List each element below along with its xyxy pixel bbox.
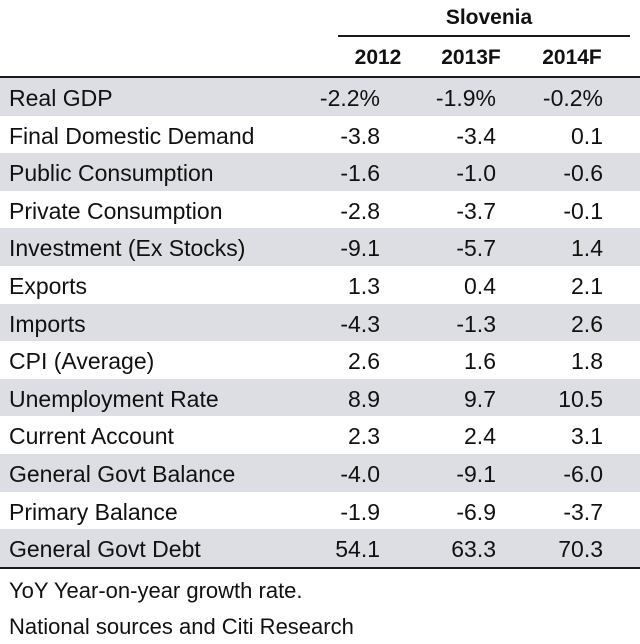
row-label: Unemployment Rate <box>9 385 219 412</box>
value-cell: -3.7 <box>563 498 603 525</box>
header-rule <box>0 76 640 78</box>
country-label: Slovenia <box>445 6 533 29</box>
row-label: Imports <box>9 310 86 337</box>
value-cell: -2.8 <box>340 197 380 224</box>
value-cell: 0.4 <box>464 272 496 299</box>
table-row: CPI (Average) 2.6 1.6 1.8 <box>0 341 640 379</box>
year-header-2014f: 2014F <box>542 46 602 69</box>
table-row: Exports 1.3 0.4 2.1 <box>0 266 640 304</box>
value-cell: 10.5 <box>558 385 603 412</box>
row-label: Investment (Ex Stocks) <box>9 235 246 262</box>
value-cell: 8.9 <box>348 385 380 412</box>
value-cell: -4.3 <box>340 310 380 337</box>
value-cell: -6.0 <box>563 460 603 487</box>
row-label: Primary Balance <box>9 498 178 525</box>
table-row: Public Consumption -1.6 -1.0 -0.6 <box>0 153 640 191</box>
value-cell: -9.1 <box>340 235 380 262</box>
country-header: Slovenia <box>0 0 640 38</box>
value-cell: -6.9 <box>456 498 496 525</box>
year-header-2012: 2012 <box>354 46 402 69</box>
value-cell: -5.7 <box>456 235 496 262</box>
value-cell: -3.4 <box>456 122 496 149</box>
year-header-row: 2012 2013F 2014F <box>0 38 640 76</box>
footnote-yoy: YoY Year-on-year growth rate. <box>9 578 303 603</box>
value-cell: -4.0 <box>340 460 380 487</box>
value-cell: 1.4 <box>571 235 603 262</box>
value-cell: 3.1 <box>571 423 603 450</box>
value-cell: -1.3 <box>456 310 496 337</box>
table-body: Real GDP -2.2% -1.9% -0.2% Final Domesti… <box>0 78 640 567</box>
value-cell: -0.1 <box>563 197 603 224</box>
country-underline <box>338 35 630 37</box>
row-label: Public Consumption <box>9 160 214 187</box>
table-row: Unemployment Rate 8.9 9.7 10.5 <box>0 378 640 417</box>
value-cell: -1.9% <box>435 85 496 111</box>
row-label: Exports <box>9 272 87 299</box>
year-header-2013f: 2013F <box>441 46 501 69</box>
value-cell: 9.7 <box>464 385 496 412</box>
table-row: Current Account 2.3 2.4 3.1 <box>0 416 640 454</box>
value-cell: -9.1 <box>456 460 496 487</box>
value-cell: 1.8 <box>571 348 603 375</box>
value-cell: 2.6 <box>348 348 380 375</box>
table-row: Final Domestic Demand -3.8 -3.4 0.1 <box>0 116 640 154</box>
footer-rule <box>0 567 640 569</box>
value-cell: 1.6 <box>464 348 496 375</box>
row-label: Current Account <box>9 423 174 450</box>
table-row: Imports -4.3 -1.3 2.6 <box>0 303 640 342</box>
value-cell: 54.1 <box>335 536 380 563</box>
table-row: Primary Balance -1.9 -6.9 -3.7 <box>0 492 640 530</box>
table-row: Private Consumption -2.8 -3.7 -0.1 <box>0 191 640 229</box>
row-label: Private Consumption <box>9 197 223 224</box>
table-row: Investment (Ex Stocks) -9.1 -5.7 1.4 <box>0 228 640 266</box>
value-cell: -1.6 <box>340 160 380 187</box>
row-label: General Govt Balance <box>9 460 236 487</box>
value-cell: 0.1 <box>571 122 603 149</box>
value-cell: -1.9 <box>340 498 380 525</box>
value-cell: 70.3 <box>558 536 603 563</box>
value-cell: 63.3 <box>451 536 496 563</box>
value-cell: 2.6 <box>571 310 603 337</box>
value-cell: 2.4 <box>464 423 496 450</box>
row-label: General Govt Debt <box>9 536 201 563</box>
value-cell: -3.8 <box>340 122 380 149</box>
footnote-source: National sources and Citi Research <box>9 614 354 639</box>
value-cell: -0.2% <box>542 85 603 111</box>
row-label: Final Domestic Demand <box>9 122 255 149</box>
value-cell: 1.3 <box>348 272 380 299</box>
value-cell: -3.7 <box>456 197 496 224</box>
value-cell: -1.0 <box>456 160 496 187</box>
table-row: General Govt Debt 54.1 63.3 70.3 <box>0 529 640 567</box>
table-row: General Govt Balance -4.0 -9.1 -6.0 <box>0 453 640 492</box>
row-label: CPI (Average) <box>9 348 155 375</box>
row-label: Real GDP <box>9 85 113 111</box>
value-cell: -2.2% <box>319 85 380 111</box>
value-cell: 2.3 <box>348 423 380 450</box>
value-cell: 2.1 <box>571 272 603 299</box>
table-row: Real GDP -2.2% -1.9% -0.2% <box>0 78 640 116</box>
value-cell: -0.6 <box>563 160 603 187</box>
